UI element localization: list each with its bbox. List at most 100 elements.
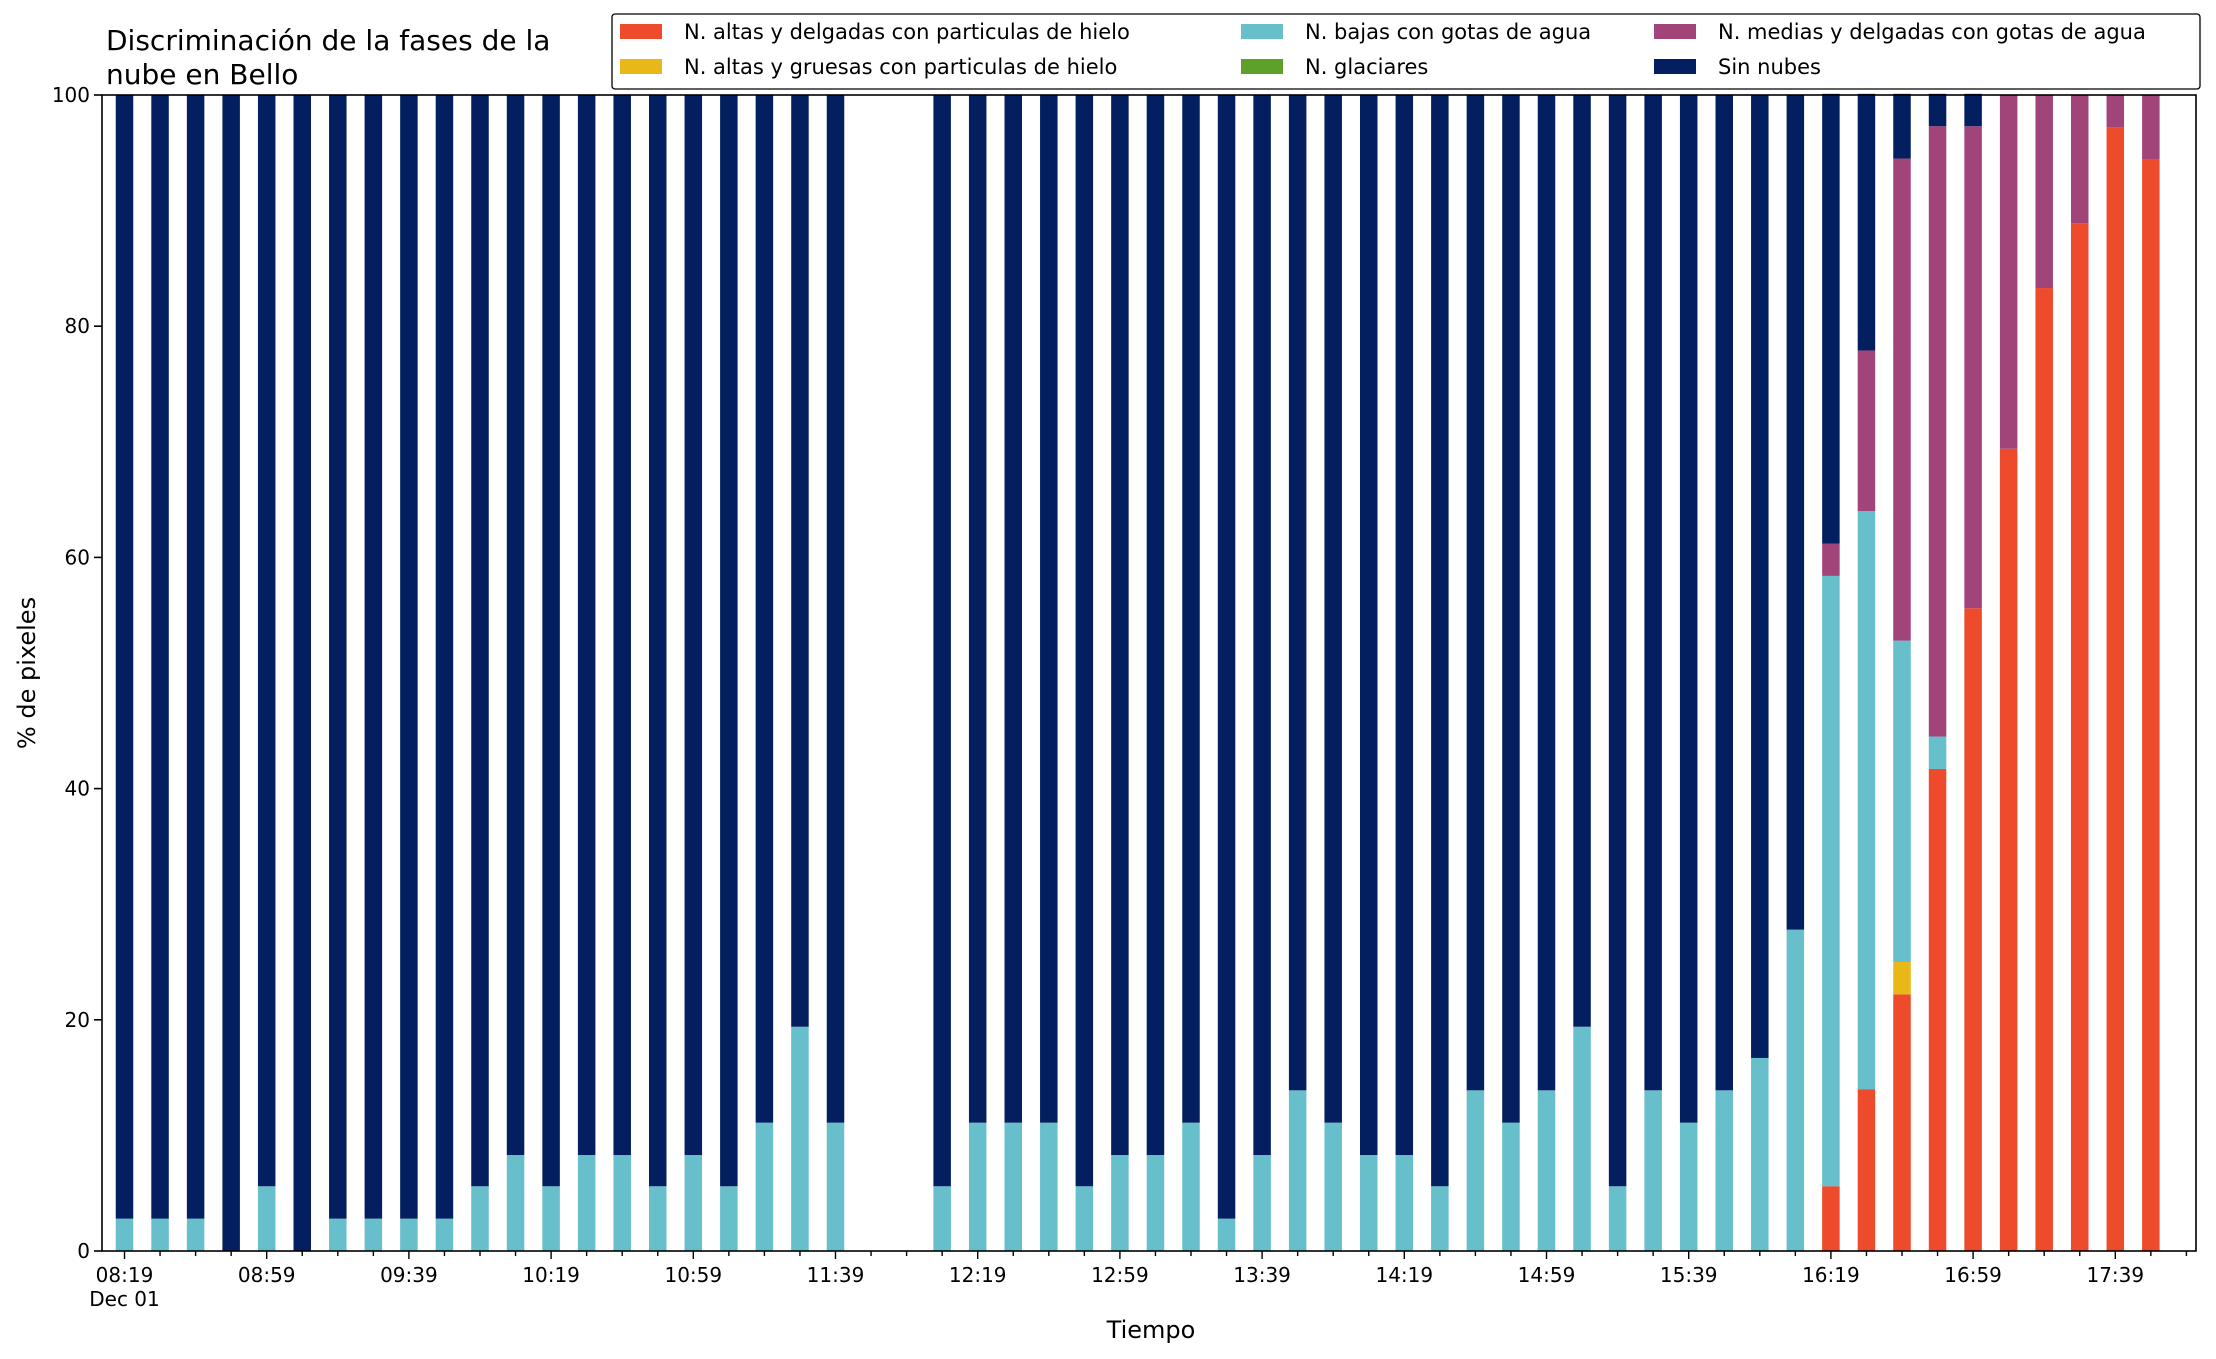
x-tick-label: 08:59	[238, 1263, 296, 1287]
bar-segment-s5-1019	[542, 95, 560, 1187]
bar-segment-s4-1749	[2142, 95, 2160, 160]
bars-layer	[115, 93, 2160, 1252]
bar-segment-s2-1329	[1217, 1218, 1236, 1251]
x-tick-label: 14:59	[1518, 1263, 1576, 1287]
bar-segment-s2-1219	[968, 1122, 987, 1251]
bar-segment-s5-1429	[1431, 95, 1449, 1187]
bar-segment-s5-1649	[1928, 93, 1947, 127]
bar-segment-s2-1439	[1466, 1090, 1485, 1251]
bar-segment-s0-1639	[1893, 994, 1911, 1251]
bar-segment-s5-1349	[1288, 95, 1307, 1091]
bar-segment-s2-1619	[1822, 575, 1840, 1187]
bar-segment-s0-1739	[2106, 127, 2125, 1252]
x-tick-label: 12:19	[949, 1263, 1007, 1287]
bar-segment-s2-0829	[151, 1218, 169, 1251]
x-tick-label: 16:19	[1802, 1263, 1860, 1287]
y-tick-label: 60	[65, 545, 90, 569]
bar-segment-s0-1619	[1822, 1186, 1840, 1251]
legend-frame	[611, 13, 2201, 90]
bar-segment-s5-1519	[1608, 95, 1627, 1187]
bar-segment-s5-1049	[649, 95, 667, 1187]
bar-segment-s2-1129	[791, 1026, 809, 1251]
legend-label: N. bajas con gotas de agua	[1305, 20, 1591, 44]
x-tick-label: 10:19	[522, 1263, 580, 1287]
bar-segment-s2-0929	[364, 1218, 383, 1251]
legend-label: N. altas y delgadas con particulas de hi…	[684, 20, 1130, 44]
bar-segment-s5-1629	[1857, 93, 1876, 351]
bar-segment-s5-1459	[1537, 95, 1556, 1091]
bar-segment-s2-1109	[720, 1186, 738, 1251]
bar-segment-s2-1059	[684, 1155, 703, 1251]
bar-segment-s5-1239	[1040, 95, 1058, 1123]
bar-segment-s0-1749	[2142, 159, 2160, 1252]
bar-segment-s4-1709	[1999, 95, 2018, 449]
bar-segment-s4-1639	[1893, 158, 1911, 641]
legend-swatch	[620, 59, 662, 74]
bar-segment-s2-1539	[1679, 1122, 1698, 1251]
x-tick-label: 11:39	[807, 1263, 865, 1287]
bar-segment-s2-1239	[1040, 1122, 1058, 1251]
bar-segment-s5-0849	[222, 95, 240, 1251]
bar-segment-s2-0919	[329, 1218, 347, 1251]
bar-segment-s5-0909	[293, 95, 311, 1251]
bar-segment-s4-1729	[2071, 95, 2089, 224]
bar-segment-s2-1039	[613, 1155, 631, 1251]
plot-frame	[101, 94, 2197, 1252]
bar-segment-s2-1319	[1182, 1122, 1200, 1251]
x-tick-label: 16:59	[1944, 1263, 2002, 1287]
y-tick-label: 0	[77, 1239, 90, 1263]
bar-segment-s4-1719	[2035, 95, 2053, 289]
x-tick-label: 15:39	[1660, 1263, 1718, 1287]
bar-segment-s2-1419	[1395, 1155, 1414, 1251]
bar-segment-s5-1619	[1822, 93, 1840, 544]
axes-layer: 0 20 40 60 80 100 08:19 08:59 09:39 10:19 10:59 11:…	[52, 83, 2188, 1311]
bar-segment-s2-1429	[1431, 1186, 1449, 1251]
legend-label: Sin nubes	[1718, 55, 1821, 79]
bar-segment-s5-1639	[1893, 93, 1911, 159]
bar-segment-s2-1609	[1786, 929, 1805, 1251]
bar-segment-s5-1249	[1075, 95, 1094, 1187]
bar-segment-s5-0959	[471, 95, 489, 1187]
legend-swatch	[620, 24, 662, 39]
bar-segment-s5-1309	[1146, 95, 1165, 1156]
bar-segment-s2-1019	[542, 1186, 560, 1251]
x-tick-label: 14:19	[1375, 1263, 1433, 1287]
bar-segment-s2-1309	[1146, 1155, 1165, 1251]
bar-segment-s2-1519	[1608, 1186, 1627, 1251]
bar-segment-s2-0949	[435, 1218, 454, 1251]
bar-segment-s4-1659	[1964, 126, 1982, 609]
bar-segment-s5-0829	[151, 95, 169, 1219]
bar-segment-s0-1709	[1999, 448, 2018, 1251]
bar-segment-s5-1419	[1395, 95, 1414, 1156]
bar-segment-s2-1249	[1075, 1186, 1094, 1251]
bar-segment-s2-1649	[1928, 736, 1947, 769]
x-axis-label: Tiempo	[1106, 1316, 1196, 1344]
bar-segment-s1-1639	[1893, 962, 1911, 995]
legend-label: N. glaciares	[1305, 55, 1428, 79]
bar-segment-s5-1359	[1324, 95, 1342, 1123]
bar-segment-s2-1229	[1004, 1122, 1022, 1251]
bar-segment-s2-1449	[1502, 1122, 1520, 1251]
bar-segment-s5-1449	[1502, 95, 1520, 1123]
bar-segment-s5-1539	[1679, 95, 1698, 1123]
bar-segment-s5-1259	[1111, 95, 1129, 1156]
chart-title: Discriminación de la fases de la nube en…	[106, 24, 559, 91]
bar-segment-s2-1559	[1751, 1057, 1769, 1251]
y-tick-label: 100	[52, 83, 90, 107]
bar-segment-s5-1659	[1964, 93, 1982, 127]
legend-label: N. medias y delgadas con gotas de agua	[1718, 20, 2146, 44]
bar-segment-s5-1039	[613, 95, 631, 1156]
bar-segment-s5-0929	[364, 95, 383, 1219]
bar-segment-s2-1339	[1253, 1155, 1271, 1251]
bar-segment-s2-1639	[1893, 640, 1911, 962]
bar-segment-s5-1439	[1466, 95, 1485, 1091]
legend: N. altas y delgadas con particulas de hi…	[611, 13, 2201, 90]
bar-segment-s5-1509	[1573, 95, 1591, 1027]
x-tick-label: 12:59	[1091, 1263, 1149, 1287]
bar-segment-s5-0919	[329, 95, 347, 1219]
bar-segment-s2-0959	[471, 1186, 489, 1251]
bar-segment-s5-1219	[968, 95, 987, 1123]
bar-segment-s2-1509	[1573, 1026, 1591, 1251]
